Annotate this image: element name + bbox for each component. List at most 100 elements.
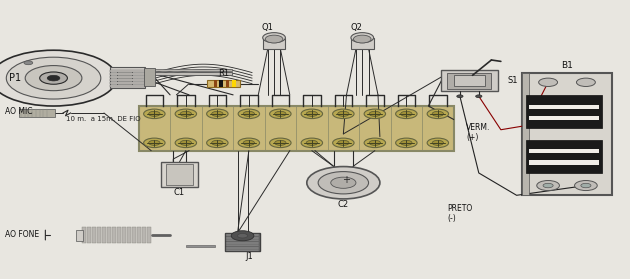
Bar [526,95,602,128]
Bar [117,227,121,243]
Circle shape [175,109,197,119]
Circle shape [180,111,192,116]
Circle shape [47,75,60,81]
Circle shape [427,138,449,148]
Circle shape [364,109,386,119]
Circle shape [396,138,417,148]
Circle shape [238,109,260,119]
Bar [110,70,145,72]
Bar [441,70,498,91]
Bar [142,227,146,243]
Bar [127,227,131,243]
Circle shape [149,140,160,145]
Text: P1: P1 [9,73,21,83]
Circle shape [24,61,33,65]
Circle shape [537,181,559,191]
Ellipse shape [318,172,369,194]
Bar [263,38,285,49]
Bar [226,239,259,241]
Bar [529,116,598,120]
Text: Q1: Q1 [262,23,273,32]
Circle shape [25,66,82,91]
Bar [19,109,55,117]
Bar [147,227,151,243]
Bar [107,227,111,243]
Circle shape [364,138,386,148]
Ellipse shape [307,167,380,199]
Circle shape [539,78,558,86]
Circle shape [263,33,285,43]
Text: S1: S1 [507,76,518,85]
Circle shape [243,140,255,145]
Bar [137,227,141,243]
Circle shape [301,138,323,148]
Bar [82,227,86,243]
Text: PRETO
(-): PRETO (-) [447,204,472,223]
Bar [110,76,145,78]
Circle shape [144,138,165,148]
Circle shape [543,183,553,188]
Circle shape [149,111,160,116]
Bar [225,233,260,251]
Text: R1: R1 [218,69,229,78]
Circle shape [396,109,417,119]
Bar [102,227,106,243]
Circle shape [369,140,381,145]
Bar [132,227,136,243]
Circle shape [144,109,165,119]
Circle shape [351,33,374,43]
Circle shape [270,109,291,119]
Bar [214,80,217,87]
Text: AO MIC: AO MIC [5,107,33,116]
Bar [226,249,259,251]
Bar [122,227,126,243]
Bar [226,247,259,249]
Bar [92,227,96,243]
Bar [76,230,83,241]
Circle shape [180,140,192,145]
Bar [232,80,236,87]
Circle shape [207,138,228,148]
Bar [110,67,145,88]
Circle shape [275,140,286,145]
Bar [144,69,232,71]
Circle shape [231,231,254,241]
Bar [110,73,145,75]
Bar [161,162,198,187]
Bar [110,82,145,84]
Bar [144,72,232,75]
Circle shape [0,50,117,106]
Text: C1: C1 [174,188,185,197]
Circle shape [476,95,482,98]
Circle shape [40,72,67,84]
Circle shape [369,111,381,116]
Bar [226,237,259,239]
Bar [144,68,155,86]
Bar [207,80,240,87]
Text: Q2: Q2 [350,23,362,32]
Text: AO FONE: AO FONE [5,230,39,239]
Circle shape [581,183,591,188]
Circle shape [576,78,595,86]
Bar [226,244,259,246]
Circle shape [333,138,354,148]
Circle shape [338,140,349,145]
Circle shape [265,35,283,43]
Circle shape [212,140,223,145]
Bar [226,242,259,244]
Circle shape [338,111,349,116]
Circle shape [353,35,371,43]
Bar [97,227,101,243]
Text: B1: B1 [561,61,573,70]
Circle shape [212,111,223,116]
Circle shape [575,181,597,191]
Circle shape [401,111,412,116]
Circle shape [301,109,323,119]
Bar [112,227,116,243]
Circle shape [270,138,291,148]
Bar [226,80,229,87]
Circle shape [275,111,286,116]
Bar [166,164,193,185]
Bar [529,105,598,109]
Text: +: + [343,175,350,185]
